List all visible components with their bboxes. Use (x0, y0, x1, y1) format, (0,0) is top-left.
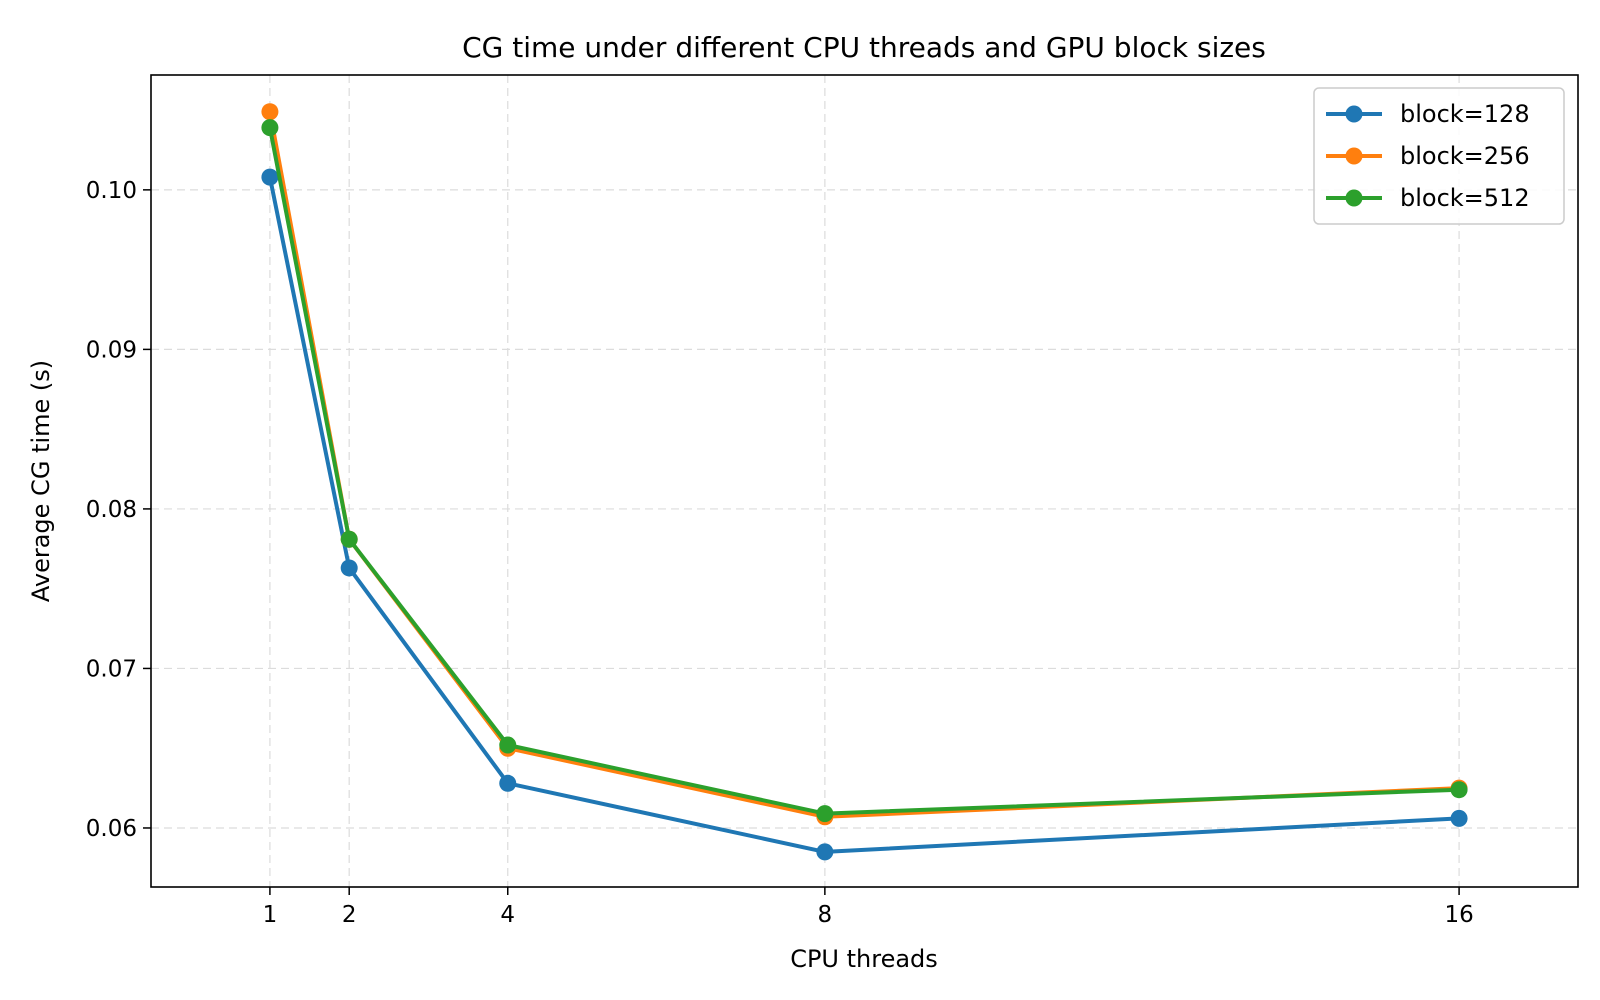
plot-frame (150, 74, 1579, 888)
x-tick-label: 16 (1444, 902, 1473, 928)
legend-marker (1345, 189, 1363, 207)
data-point (499, 736, 517, 754)
series-block-256 (261, 103, 1468, 826)
series-block-512 (261, 119, 1468, 823)
legend-item: block=512 (1326, 184, 1530, 212)
legend: block=128 block=256 block=512 (1313, 87, 1565, 225)
legend-marker (1345, 147, 1363, 165)
legend-item: block=128 (1326, 100, 1530, 128)
data-point (261, 119, 279, 137)
y-tick-label: 0.10 (86, 178, 137, 204)
y-tick-label: 0.07 (86, 656, 137, 682)
legend-marker (1345, 105, 1363, 123)
legend-box (1313, 87, 1565, 225)
data-point (1450, 809, 1468, 827)
x-axis-ticks: 1 2 4 8 16 (263, 887, 1474, 928)
y-axis-ticks: 0.06 0.07 0.08 0.09 0.10 (86, 178, 151, 842)
x-tick-label: 1 (263, 902, 278, 928)
data-point (340, 559, 358, 577)
y-axis-label: Average CG time (s) (27, 360, 55, 602)
series-line (267, 127, 1460, 816)
data-point (816, 805, 834, 823)
x-tick-label: 8 (818, 902, 833, 928)
x-axis-label: CPU threads (790, 945, 938, 973)
legend-label: block=512 (1400, 184, 1530, 212)
data-point (340, 530, 358, 548)
y-tick-label: 0.09 (86, 337, 137, 363)
data-point (1450, 781, 1468, 799)
legend-label: block=128 (1400, 100, 1530, 128)
legend-item: block=256 (1326, 142, 1530, 170)
series-line (267, 176, 1460, 854)
legend-label: block=256 (1400, 142, 1530, 170)
y-tick-label: 0.06 (86, 816, 137, 842)
x-tick-label: 2 (342, 902, 357, 928)
series-layer (261, 103, 1468, 861)
x-tick-label: 4 (500, 902, 515, 928)
grid (151, 75, 1578, 887)
data-point (499, 774, 517, 792)
series-line (267, 111, 1460, 819)
data-point (261, 168, 279, 186)
chart-title: CG time under different CPU threads and … (462, 31, 1266, 64)
data-point (261, 103, 279, 121)
data-point (816, 843, 834, 861)
series-block-128 (261, 168, 1468, 861)
y-tick-label: 0.08 (86, 497, 137, 523)
